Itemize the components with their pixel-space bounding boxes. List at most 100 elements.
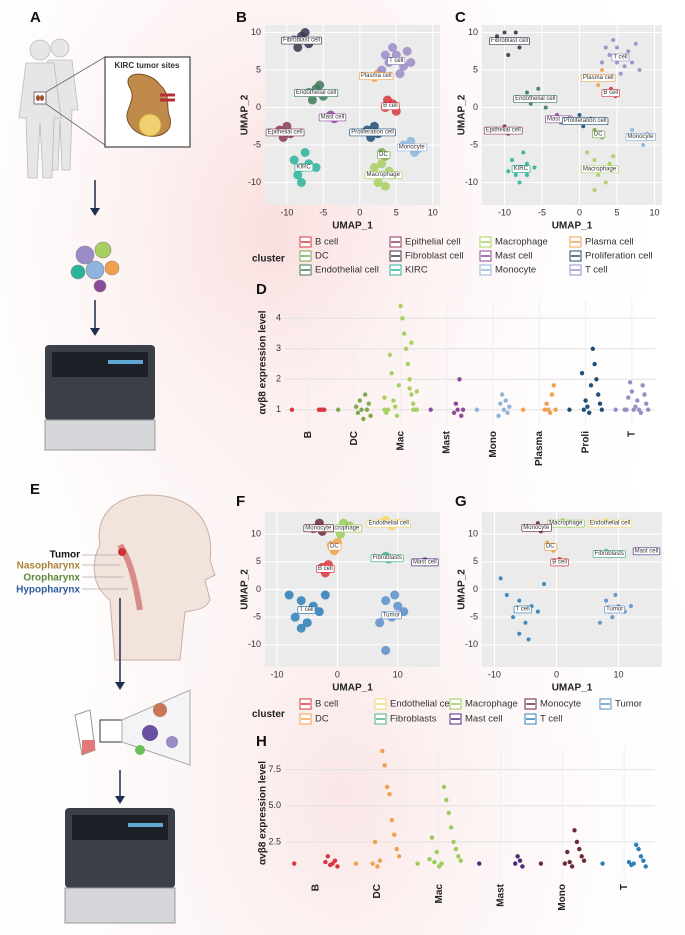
- y-tick-label: 0: [473, 584, 478, 594]
- label-box: [587, 519, 633, 528]
- cell-point: [622, 64, 627, 69]
- x-tick-label: 10: [393, 669, 403, 679]
- cell-point: [302, 618, 312, 628]
- cluster-label-text: Epithelial cell: [486, 128, 521, 134]
- data-point: [389, 818, 395, 823]
- data-point: [645, 407, 651, 412]
- data-point: [414, 389, 420, 394]
- label-box: [513, 95, 558, 103]
- cell-point: [406, 136, 416, 146]
- cell-point: [381, 596, 391, 606]
- cluster-label-text: Endothelial cell: [369, 521, 409, 527]
- data-point: [629, 389, 635, 394]
- cluster-label-text: Monocyte: [305, 525, 332, 531]
- x-tick-label: DC: [349, 431, 360, 445]
- cell-point: [300, 28, 310, 37]
- cell-point: [596, 83, 601, 87]
- cell-point: [610, 615, 615, 620]
- label-box: [601, 89, 620, 97]
- cluster-label-text: DC: [379, 152, 388, 158]
- data-point: [538, 861, 544, 866]
- cell-point: [289, 155, 299, 165]
- data-point: [366, 401, 371, 406]
- cluster-label-text: T cell: [516, 606, 530, 612]
- y-tick-label: 5.0: [268, 800, 281, 810]
- cell-point: [373, 178, 383, 187]
- data-point: [520, 864, 525, 869]
- cell-point: [630, 128, 634, 132]
- cell-point: [375, 618, 385, 628]
- data-point: [393, 404, 398, 409]
- data-point: [436, 864, 442, 869]
- label-box: [483, 126, 523, 135]
- y-axis-title: UMAP_2: [457, 94, 468, 135]
- label-box: [513, 605, 532, 614]
- cluster-label-text: Macrophage: [326, 525, 360, 531]
- x-tick-label: 5: [614, 207, 619, 217]
- data-point: [380, 748, 385, 754]
- data-point: [392, 832, 397, 837]
- x-tick-label: 5: [394, 207, 399, 217]
- cluster-label: Fibroblast cell: [281, 36, 322, 45]
- cell-point: [615, 45, 619, 50]
- label-box: [396, 143, 428, 152]
- cell-point: [535, 609, 540, 614]
- cluster-label-text: Endothelial cell: [590, 521, 630, 527]
- data-point: [457, 377, 462, 382]
- y-tick-label: 7.5: [268, 764, 281, 774]
- x-tick-label: 0: [577, 207, 582, 217]
- data-point: [361, 416, 366, 422]
- cell-point: [607, 161, 612, 166]
- y-axis-title: UMAP_2: [240, 94, 251, 135]
- panel-label: H: [256, 733, 267, 750]
- data-point: [520, 407, 526, 412]
- cluster-label-text: B cell: [552, 559, 567, 565]
- data-point: [372, 839, 378, 845]
- cluster-label: Macrophage: [547, 519, 585, 528]
- cell-point: [525, 173, 529, 177]
- cell-point: [377, 65, 387, 75]
- cluster-label: Fibroblasts: [592, 550, 626, 558]
- label-box: [632, 547, 661, 556]
- legend-label: Mast cell: [495, 251, 532, 262]
- cluster-label-text: Macrophage: [583, 166, 617, 172]
- data-point: [635, 398, 640, 403]
- cell-point: [381, 645, 391, 655]
- x-axis-title: UMAP_1: [332, 221, 373, 232]
- cell-point: [510, 158, 514, 162]
- label-box: [561, 117, 609, 126]
- data-point: [451, 839, 456, 845]
- data-point: [359, 407, 364, 412]
- y-tick-label: -5: [253, 612, 261, 622]
- data-point: [546, 407, 551, 412]
- data-point: [642, 392, 647, 397]
- x-tick-label: Mono: [557, 884, 568, 911]
- data-point: [396, 383, 402, 388]
- label-box: [294, 89, 339, 97]
- cluster-label: Monocyte: [303, 524, 334, 533]
- cluster-label-text: B cell: [603, 90, 618, 96]
- y-tick-label: 10: [251, 27, 261, 37]
- x-tick-label: 0: [554, 669, 559, 679]
- x-tick-label: 10: [428, 207, 438, 217]
- data-point: [553, 407, 558, 412]
- cell-point: [390, 590, 400, 600]
- cell-point: [293, 43, 303, 52]
- data-point: [569, 864, 575, 869]
- data-point: [407, 377, 412, 382]
- data-point: [411, 407, 416, 412]
- cell-point: [630, 60, 634, 65]
- legend-label: B cell: [315, 237, 338, 248]
- x-tick-label: Mast: [495, 883, 506, 906]
- data-point: [503, 398, 508, 403]
- cell-point: [592, 188, 597, 192]
- panel-label: B: [236, 9, 247, 26]
- label-box: [316, 565, 335, 573]
- data-point: [292, 861, 297, 866]
- cluster-label: KIRC: [511, 165, 531, 173]
- illustration-kirc: [18, 38, 191, 451]
- legend-label: DC: [315, 714, 329, 725]
- cell-point: [406, 58, 416, 67]
- legend-label: Endothelial cell: [390, 699, 454, 710]
- data-point: [579, 854, 584, 859]
